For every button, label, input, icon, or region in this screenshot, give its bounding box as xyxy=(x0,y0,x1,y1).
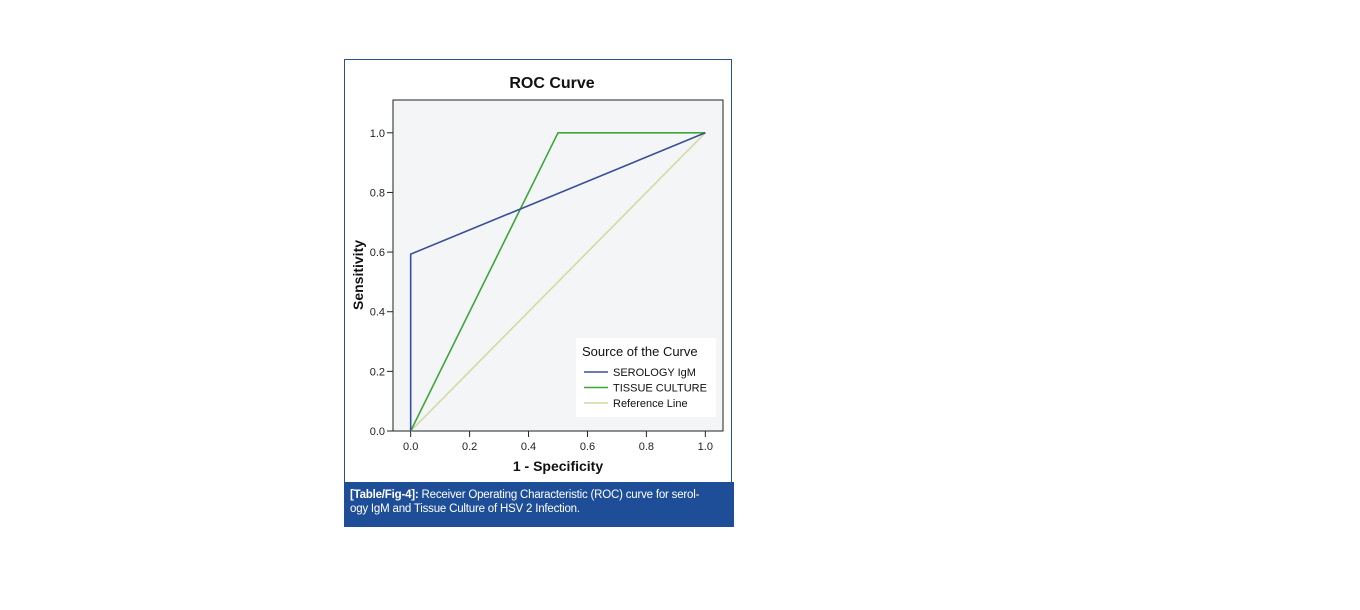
series-line-tissue-culture xyxy=(409,132,706,432)
legend-items: SEROLOGY IgM TISSUE CULTURE Reference Line xyxy=(584,367,707,410)
chart-title: ROC Curve xyxy=(509,75,594,92)
x-tick-label: 0.2 xyxy=(462,441,477,453)
series-layer xyxy=(409,132,706,432)
y-tick-label: 1.0 xyxy=(370,128,385,140)
y-axis-ticks: 0.0 0.2 0.4 0.6 0.8 1.0 xyxy=(370,128,393,438)
y-tick-label: 0.2 xyxy=(370,366,385,378)
x-axis-ticks: 0.0 0.2 0.4 0.6 0.8 1.0 xyxy=(403,431,713,453)
legend-label-reference-line: Reference Line xyxy=(613,398,688,410)
caption-text-line2: ogy IgM and Tissue Culture of HSV 2 Infe… xyxy=(350,503,580,515)
legend: Source of the Curve SEROLOGY IgM TISSUE C… xyxy=(576,338,716,417)
legend-label-tissue-culture: TISSUE CULTURE xyxy=(613,383,707,395)
x-axis-label: 1 - Specificity xyxy=(513,458,603,474)
y-axis-label: Sensitivity xyxy=(350,240,366,310)
series-line-serology-igm xyxy=(409,132,706,431)
caption-text-line1: Receiver Operating Characteristic (ROC) … xyxy=(421,489,700,501)
y-tick-label: 0.4 xyxy=(370,307,385,319)
legend-label-serology-igm: SEROLOGY IgM xyxy=(613,367,696,379)
y-tick-label: 0.6 xyxy=(370,247,385,259)
x-tick-label: 1.0 xyxy=(698,441,713,453)
x-tick-label: 0.0 xyxy=(403,441,418,453)
legend-box xyxy=(576,338,716,417)
legend-title: Source of the Curve xyxy=(582,344,698,359)
caption-tag: [Table/Fig-4]: xyxy=(350,489,419,501)
x-tick-label: 0.8 xyxy=(639,441,654,453)
y-tick-label: 0.0 xyxy=(370,426,385,438)
x-tick-label: 0.4 xyxy=(521,441,536,453)
y-tick-label: 0.8 xyxy=(370,187,385,199)
figure-caption: [Table/Fig-4]: Receiver Operating Charac… xyxy=(344,482,734,527)
x-tick-label: 0.6 xyxy=(580,441,595,453)
series-line-reference-line xyxy=(410,132,706,432)
